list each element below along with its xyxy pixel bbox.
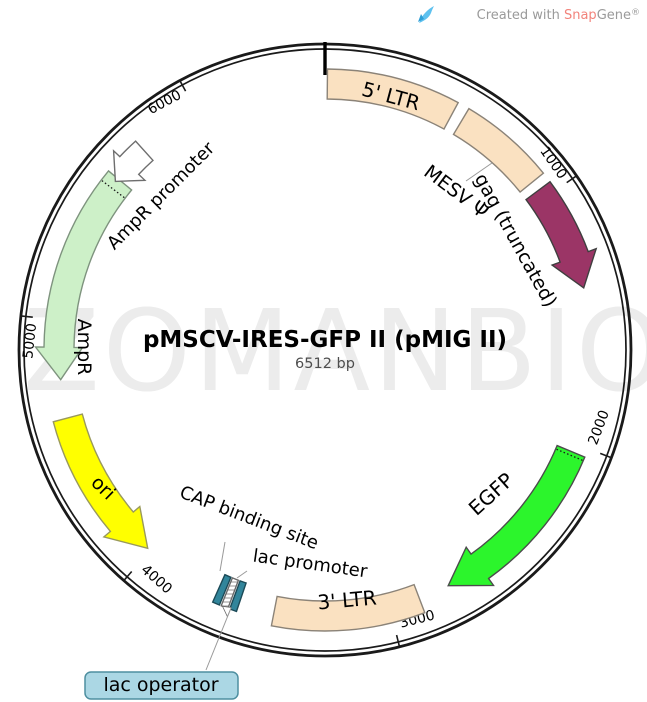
cap-binding-site-label: CAP binding site [177, 482, 322, 554]
features [34, 68, 598, 632]
feature-ampr-promoter [112, 140, 154, 183]
lac-operator-box [84, 671, 239, 700]
ampr-boundary-dotted-line [101, 180, 125, 199]
feature-5-ltr [326, 68, 460, 130]
feature-egfp [447, 444, 586, 587]
tick-label-6000: 6000 [145, 87, 184, 118]
feature-lac-operator [228, 580, 247, 613]
lac-operator-label: lac operator [103, 674, 218, 696]
leader-lines [205, 162, 493, 671]
tick-label-1000: 1000 [536, 144, 569, 182]
snapgene-logo-icon [418, 6, 434, 23]
tick-mark-2000 [599, 452, 612, 459]
plasmid-size: 6512 bp [295, 356, 355, 372]
feature-ampr [34, 169, 133, 381]
feature-ori [52, 413, 149, 550]
tick-label-4000: 4000 [138, 562, 175, 597]
attribution: Created with SnapGene® [418, 6, 640, 23]
egfp-label: EGFP [464, 468, 518, 520]
feature-3-ltr [270, 583, 426, 632]
lac-operator-callout: lac operator [84, 671, 239, 700]
three-ltr-label: 3' LTR [317, 585, 378, 614]
feature-mesv-psi [452, 107, 545, 193]
feature-cap-binding-site [211, 573, 232, 606]
lac-operator-leader-line [205, 607, 232, 671]
tick-label-5000: 5000 [20, 322, 40, 359]
tick-mark-4000 [123, 570, 133, 582]
tick-mark-3000 [395, 634, 401, 647]
backbone-ring [17, 42, 633, 658]
lac-promoter-leader-line [236, 570, 248, 579]
tick-mark-5000 [20, 315, 33, 318]
tick-mark-6000 [179, 80, 187, 92]
tick-mark-1000 [566, 175, 578, 184]
watermark-text: ZOMANBIO [23, 287, 647, 417]
attribution-text: Created with SnapGene® [477, 8, 640, 23]
cap-leader-line [219, 541, 226, 572]
ampr-label: AmpR [73, 319, 95, 376]
feature-gag-truncated [525, 180, 598, 290]
egfp-boundary-dotted-line [556, 448, 583, 461]
mesv-leader-line [465, 162, 493, 182]
plasmid-title: pMSCV-IRES-GFP II (pMIG II) [143, 327, 507, 353]
